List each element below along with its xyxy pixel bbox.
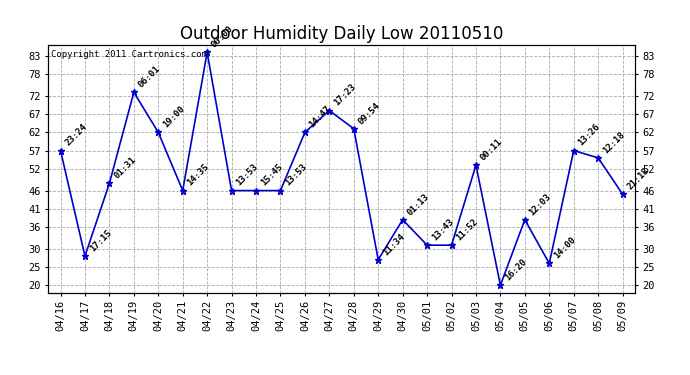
Text: 17:23: 17:23 [332, 82, 357, 108]
Text: 15:45: 15:45 [259, 162, 284, 188]
Text: 12:03: 12:03 [528, 192, 553, 217]
Text: 14:47: 14:47 [308, 104, 333, 130]
Text: 21:18: 21:18 [625, 166, 651, 192]
Text: 14:00: 14:00 [552, 235, 578, 261]
Text: 01:31: 01:31 [112, 155, 137, 180]
Text: 13:26: 13:26 [576, 122, 602, 148]
Text: 06:01: 06:01 [137, 64, 162, 90]
Text: 13:53: 13:53 [283, 162, 308, 188]
Text: 01:13: 01:13 [406, 192, 431, 217]
Text: 12:18: 12:18 [601, 130, 627, 155]
Text: 11:52: 11:52 [454, 217, 480, 242]
Text: 13:43: 13:43 [430, 217, 455, 242]
Title: Outdoor Humidity Daily Low 20110510: Outdoor Humidity Daily Low 20110510 [180, 26, 503, 44]
Text: 23:24: 23:24 [63, 122, 88, 148]
Text: 00:11: 00:11 [479, 137, 504, 162]
Text: 16:20: 16:20 [503, 257, 529, 282]
Text: 00:00: 00:00 [210, 24, 235, 50]
Text: 17:15: 17:15 [88, 228, 113, 254]
Text: 19:00: 19:00 [161, 104, 186, 130]
Text: 13:53: 13:53 [235, 162, 259, 188]
Text: 11:34: 11:34 [381, 232, 406, 257]
Text: Copyright 2011 Cartronics.com: Copyright 2011 Cartronics.com [51, 50, 207, 59]
Text: 14:35: 14:35 [186, 162, 211, 188]
Text: 09:54: 09:54 [357, 100, 382, 126]
